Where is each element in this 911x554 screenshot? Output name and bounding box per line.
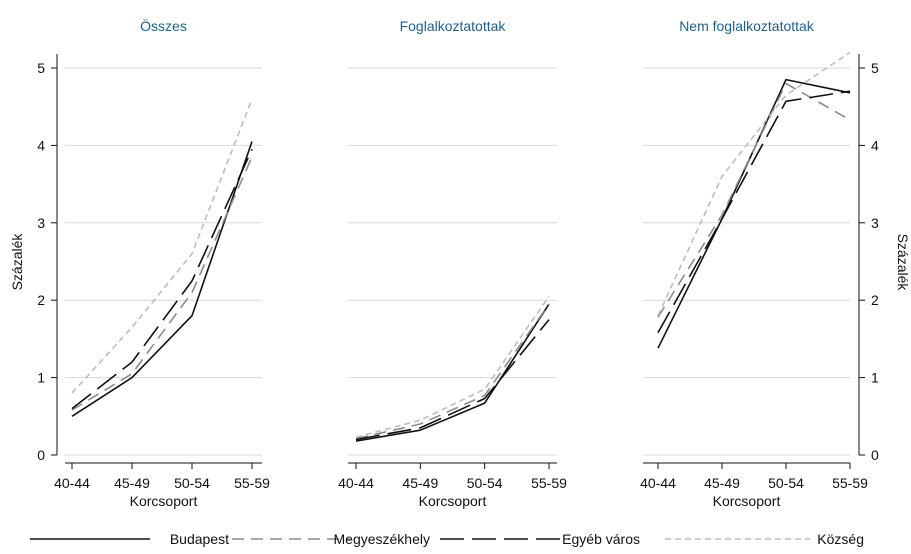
series-line [71, 148, 253, 410]
panel-title: Nem foglalkoztatottak [679, 18, 815, 34]
series-line [355, 303, 550, 440]
panel-1: 40-44 45-49 50-54 55-59 Korcsoport Foglalkozt… [338, 18, 567, 509]
x-tick-label: 55-59 [234, 475, 270, 491]
y-tick-label: 2 [871, 292, 879, 308]
legend: Budapest Megyeszékhely Egyéb város Község [30, 531, 864, 547]
y-tick-label: 4 [871, 137, 879, 153]
y-axis-label-right: Százalék [895, 234, 911, 292]
y-tick-label: 5 [871, 60, 879, 76]
y-tick-label: 1 [871, 370, 879, 386]
y-tick-label: 1 [37, 370, 45, 386]
legend-item: Budapest [30, 531, 229, 547]
x-tick-label: 40-44 [640, 475, 676, 491]
panel-title: Összes [140, 17, 187, 34]
x-tick-label: 45-49 [402, 475, 438, 491]
x-axis-label: Korcsoport [419, 493, 487, 509]
y-tick-label: 5 [37, 60, 45, 76]
series-line [355, 319, 550, 441]
series-line [71, 141, 253, 417]
y-tick-label: 3 [871, 215, 879, 231]
panels: 40-44 45-49 50-54 55-59KorcsoportÖsszes40-4… [54, 17, 868, 509]
y-tick-label: 0 [871, 447, 879, 463]
series-line [657, 78, 851, 349]
x-tick-label: 55-59 [531, 475, 567, 491]
legend-item: Egyéb város [440, 531, 640, 547]
y-tick-label: 2 [37, 292, 45, 308]
legend-item: Község [665, 531, 864, 547]
x-tick-label: 40-44 [338, 475, 374, 491]
x-tick-label: 50-54 [467, 475, 503, 491]
legend-label: Község [817, 531, 864, 547]
x-tick-label: 50-54 [174, 475, 210, 491]
y-axis-right: 0 1 2 3 4 5 [858, 54, 879, 463]
series-line [657, 90, 851, 334]
series-line [355, 295, 550, 438]
legend-label: Megyeszékhely [334, 531, 431, 547]
x-tick-label: 45-49 [704, 475, 740, 491]
panel-0: 40-44 45-49 50-54 55-59 Korcsoport Összes [54, 17, 270, 509]
series-line [657, 51, 851, 317]
x-tick-label: 45-49 [114, 475, 150, 491]
x-tick-label: 55-59 [832, 475, 868, 491]
x-tick-label: 50-54 [768, 475, 804, 491]
panel-2: 40-44 45-49 50-54 55-59 Korcsoport Nem foglal… [640, 18, 868, 509]
y-tick-label: 0 [37, 447, 45, 463]
y-axis-left: 0 1 2 3 4 5 [37, 54, 58, 463]
x-axis-label: Korcsoport [130, 493, 198, 509]
legend-label: Egyéb város [562, 531, 640, 547]
y-axis-label-left: Százalék [9, 233, 25, 291]
x-axis-label: Korcsoport [713, 493, 781, 509]
series-line [71, 98, 253, 394]
panel-title: Foglalkoztatottak [400, 18, 507, 34]
series-line [71, 156, 253, 411]
y-tick-label: 4 [37, 137, 45, 153]
series-line [657, 82, 851, 318]
legend-label: Budapest [170, 531, 229, 547]
x-tick-label: 40-44 [54, 475, 90, 491]
legend-item: Megyeszékhely [232, 531, 430, 547]
y-tick-label: 3 [37, 215, 45, 231]
series-line [355, 303, 550, 442]
